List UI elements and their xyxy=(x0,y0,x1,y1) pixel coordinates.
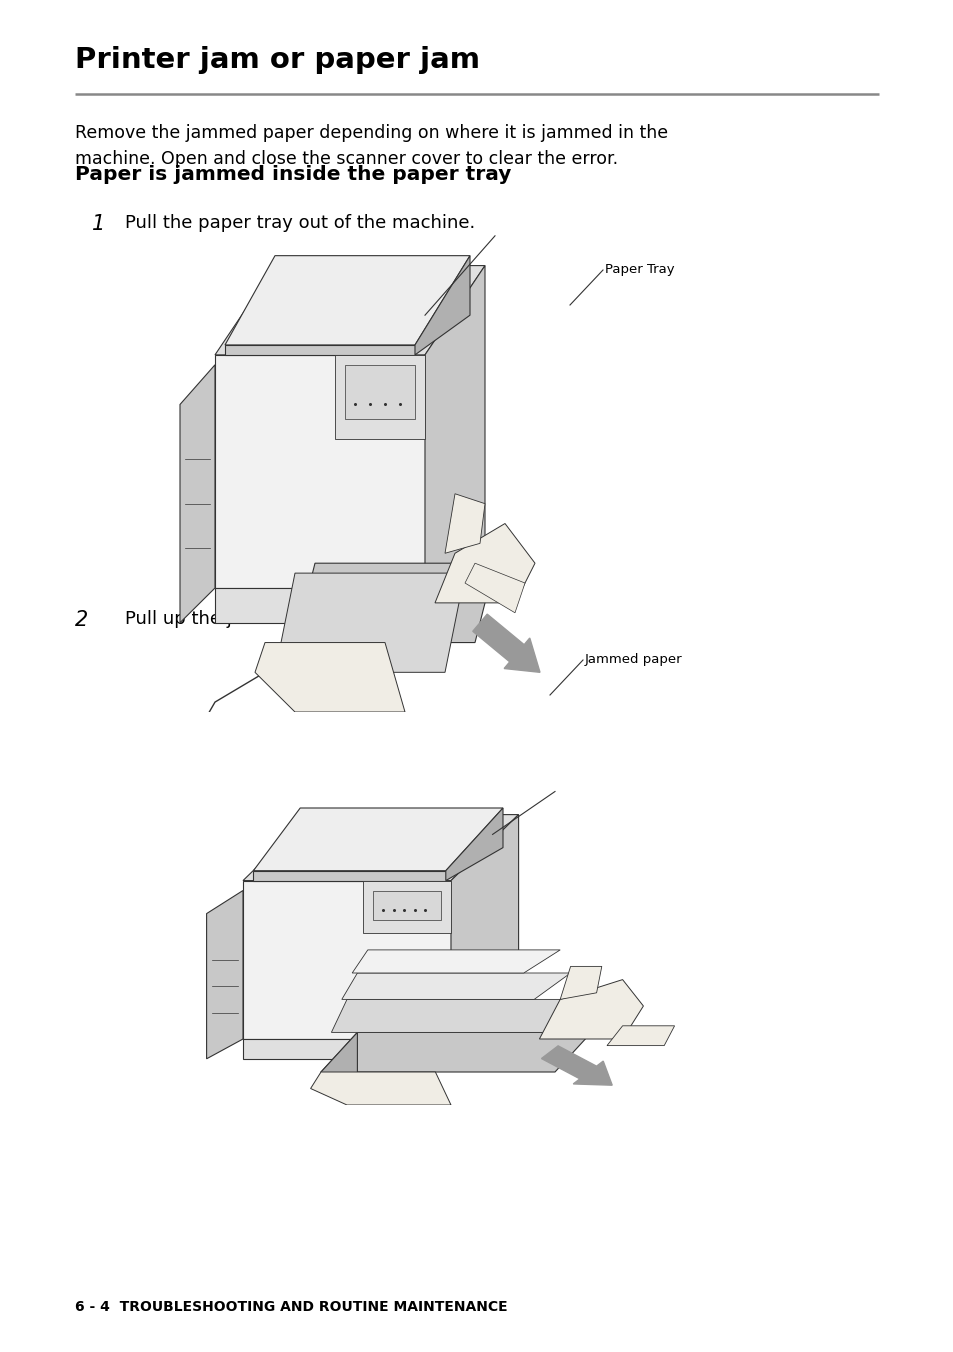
Polygon shape xyxy=(451,815,518,1038)
Text: 2: 2 xyxy=(75,610,89,630)
Polygon shape xyxy=(294,564,495,642)
Polygon shape xyxy=(444,493,484,553)
Polygon shape xyxy=(538,980,642,1038)
Polygon shape xyxy=(606,1026,674,1045)
FancyArrow shape xyxy=(473,614,539,672)
Polygon shape xyxy=(214,265,484,354)
FancyArrow shape xyxy=(541,1046,612,1086)
Polygon shape xyxy=(207,891,243,1059)
Polygon shape xyxy=(180,365,214,623)
Text: Paper Tray: Paper Tray xyxy=(604,264,674,277)
Polygon shape xyxy=(243,815,518,880)
Text: Remove the jammed paper depending on where it is jammed in the: Remove the jammed paper depending on whe… xyxy=(75,124,667,142)
Polygon shape xyxy=(435,523,535,603)
Polygon shape xyxy=(253,808,502,871)
Polygon shape xyxy=(243,880,451,1038)
Polygon shape xyxy=(335,354,424,439)
Polygon shape xyxy=(320,1033,591,1072)
Polygon shape xyxy=(464,564,524,612)
Text: machine. Open and close the scanner cover to clear the error.: machine. Open and close the scanner cove… xyxy=(75,150,618,168)
Polygon shape xyxy=(214,354,424,588)
Text: Pull up the jammed paper to remove it.: Pull up the jammed paper to remove it. xyxy=(125,610,480,627)
Polygon shape xyxy=(352,950,559,973)
Polygon shape xyxy=(341,973,570,999)
Text: Paper is jammed inside the paper tray: Paper is jammed inside the paper tray xyxy=(75,165,511,184)
Text: Pull the paper tray out of the machine.: Pull the paper tray out of the machine. xyxy=(125,214,475,233)
Polygon shape xyxy=(254,642,405,713)
Polygon shape xyxy=(320,1033,357,1088)
Polygon shape xyxy=(362,880,451,933)
Text: Jammed paper: Jammed paper xyxy=(584,653,682,667)
Text: Printer jam or paper jam: Printer jam or paper jam xyxy=(75,46,479,74)
Polygon shape xyxy=(243,1038,451,1059)
Polygon shape xyxy=(274,573,464,672)
Text: 6 - 4  TROUBLESHOOTING AND ROUTINE MAINTENANCE: 6 - 4 TROUBLESHOOTING AND ROUTINE MAINTE… xyxy=(75,1301,507,1314)
Polygon shape xyxy=(331,999,580,1033)
Text: 1: 1 xyxy=(91,214,105,234)
Polygon shape xyxy=(311,1072,451,1105)
Polygon shape xyxy=(373,891,440,921)
Polygon shape xyxy=(559,967,601,999)
Polygon shape xyxy=(445,808,502,880)
Polygon shape xyxy=(225,345,415,354)
Polygon shape xyxy=(214,588,424,623)
Polygon shape xyxy=(451,999,518,1059)
Polygon shape xyxy=(253,871,445,880)
Polygon shape xyxy=(415,256,470,354)
Polygon shape xyxy=(424,538,484,623)
Polygon shape xyxy=(225,256,470,345)
Polygon shape xyxy=(345,365,415,419)
Polygon shape xyxy=(424,265,484,588)
